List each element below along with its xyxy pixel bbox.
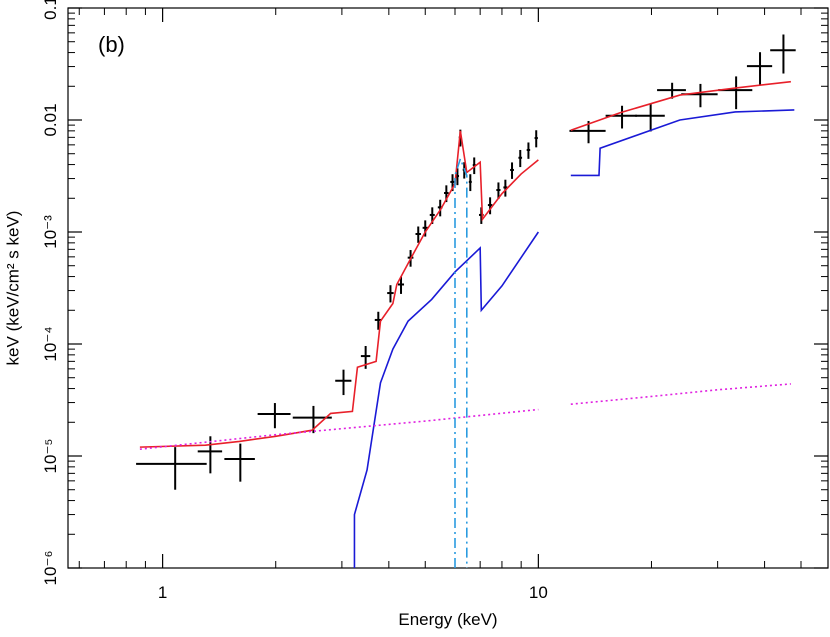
y-tick-label: 0.1: [41, 0, 60, 20]
x-axis-label: Energy (keV): [398, 610, 497, 629]
y-tick-label: 10⁻⁴: [41, 326, 60, 361]
y-axis-label: keV (keV/cm² s keV): [3, 211, 22, 366]
y-tick-label: 10⁻⁵: [41, 439, 60, 474]
model-line: [139, 80, 791, 448]
annotation: (b): [98, 32, 125, 57]
y-tick-label: 10⁻⁶: [41, 551, 60, 586]
model-line: [139, 383, 791, 450]
model-line: [454, 156, 468, 568]
x-tick-label: 1: [158, 583, 167, 602]
y-tick-label: 0.01: [41, 103, 60, 136]
x-tick-label: 10: [529, 583, 548, 602]
model-line: [353, 109, 795, 568]
plot-frame: [67, 7, 829, 569]
y-tick-label: 10⁻³: [41, 215, 60, 249]
